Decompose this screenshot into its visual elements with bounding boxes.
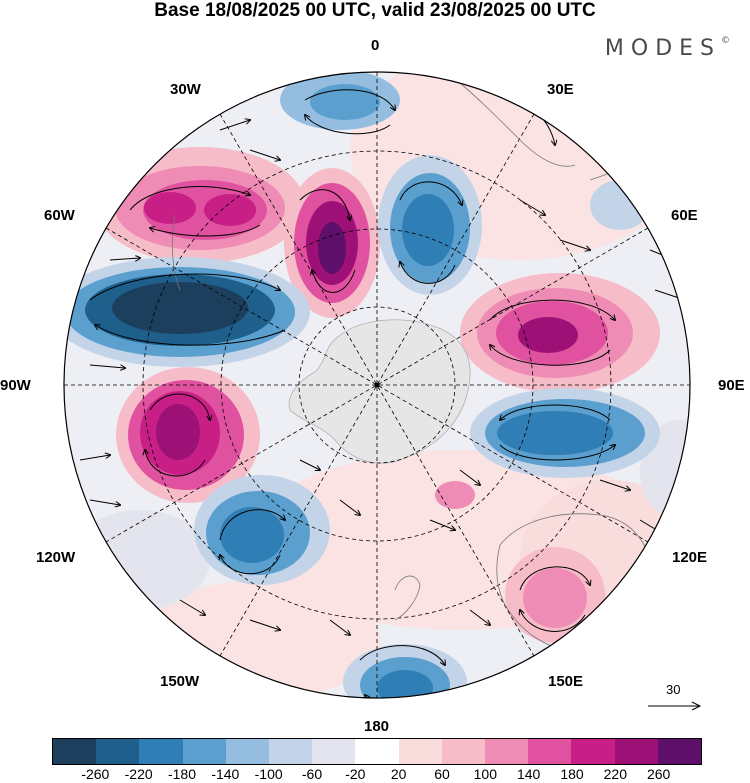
colorbar-ticks: -260 -220 -180 -140 -100 -60 -20 20 60 100 140 180 2… bbox=[52, 766, 702, 783]
lon-label-150e: 150E bbox=[548, 673, 584, 690]
colorbar-tick-label: 260 bbox=[646, 766, 671, 782]
colorbar-tick-label: 220 bbox=[603, 766, 628, 782]
colorbar-tick-label: 20 bbox=[390, 766, 407, 782]
lon-label-60w: 60W bbox=[44, 207, 75, 224]
anomaly-positive-weddell bbox=[144, 192, 196, 224]
colorbar-tick-label: -60 bbox=[301, 766, 323, 782]
anomaly-negative-atlantic bbox=[402, 194, 454, 266]
anomaly-negative-pacific bbox=[377, 670, 433, 698]
colorbar-swatch bbox=[571, 738, 615, 765]
wind-vectors bbox=[79, 89, 685, 698]
anomaly-positive-tasman bbox=[523, 568, 587, 628]
colorbar-swatch bbox=[96, 738, 140, 765]
anomaly-negative-indian bbox=[497, 411, 613, 455]
colorbar-tick-label: -100 bbox=[254, 766, 283, 782]
lon-label-30w: 30W bbox=[170, 81, 201, 98]
colorbar-swatch bbox=[614, 738, 658, 765]
anomaly-positive-indian bbox=[518, 317, 578, 353]
colorbar-swatch bbox=[52, 738, 97, 765]
map-border bbox=[63, 71, 691, 699]
colorbar-tick-label: -260 bbox=[81, 766, 110, 782]
polar-map bbox=[63, 71, 691, 699]
colorbar-tick-label: 100 bbox=[473, 766, 498, 782]
colorbar-swatch bbox=[225, 738, 270, 765]
colorbar-swatch bbox=[355, 738, 399, 765]
colorbar-swatch bbox=[657, 738, 703, 765]
south-pole-marker bbox=[374, 382, 380, 388]
colorbar-swatch bbox=[485, 738, 529, 765]
colorbar-swatch bbox=[528, 738, 572, 765]
anomaly-positive-weddell bbox=[204, 194, 256, 226]
vector-reference-value: 30 bbox=[666, 682, 681, 697]
colorbar-tick-label: 140 bbox=[516, 766, 541, 782]
lon-label-0: 0 bbox=[371, 37, 380, 54]
anomaly-negative-ross bbox=[220, 507, 284, 563]
anomaly-negative-bellingshausen bbox=[112, 282, 248, 334]
colorbar-tick-label: -20 bbox=[345, 766, 366, 782]
anomaly-patch bbox=[70, 510, 210, 610]
colorbar-swatch bbox=[269, 738, 313, 765]
lon-label-120e: 120E bbox=[672, 549, 708, 566]
lon-label-90e: 90E bbox=[718, 377, 745, 394]
colorbar-swatch bbox=[312, 738, 356, 765]
colorbar-swatch bbox=[441, 738, 486, 765]
anomaly-negative-north bbox=[310, 84, 380, 120]
lon-label-30e: 30E bbox=[547, 81, 574, 98]
colorbar-swatch bbox=[139, 738, 183, 765]
lon-label-150w: 150W bbox=[160, 673, 200, 690]
anomaly-positive-amundsen bbox=[156, 404, 200, 460]
colorbar-tick-label: 60 bbox=[434, 766, 450, 782]
lon-label-60e: 60E bbox=[671, 207, 698, 224]
colorbar-tick-label: -220 bbox=[124, 766, 153, 782]
colorbar-tick-label: -140 bbox=[211, 766, 240, 782]
lon-label-120w: 120W bbox=[36, 549, 76, 566]
anomaly-positive-small bbox=[435, 481, 475, 509]
colorbar-tick-label: 180 bbox=[560, 766, 584, 782]
colorbar-tick-label: -180 bbox=[167, 766, 197, 782]
lon-label-90w: 90W bbox=[0, 377, 31, 394]
map-title: Base 18/08/2025 00 UTC, valid 23/08/2025… bbox=[154, 0, 596, 21]
colorbar bbox=[52, 738, 703, 765]
antarctica-landmass bbox=[288, 319, 471, 464]
anomaly-field bbox=[64, 72, 690, 698]
colorbar-swatch bbox=[182, 738, 226, 765]
colorbar-swatch bbox=[398, 738, 442, 765]
anomaly-positive-30w bbox=[318, 222, 346, 274]
brand-logo: MODES© bbox=[604, 36, 730, 61]
vector-reference: 30 bbox=[642, 682, 704, 712]
lon-label-180: 180 bbox=[364, 718, 390, 735]
